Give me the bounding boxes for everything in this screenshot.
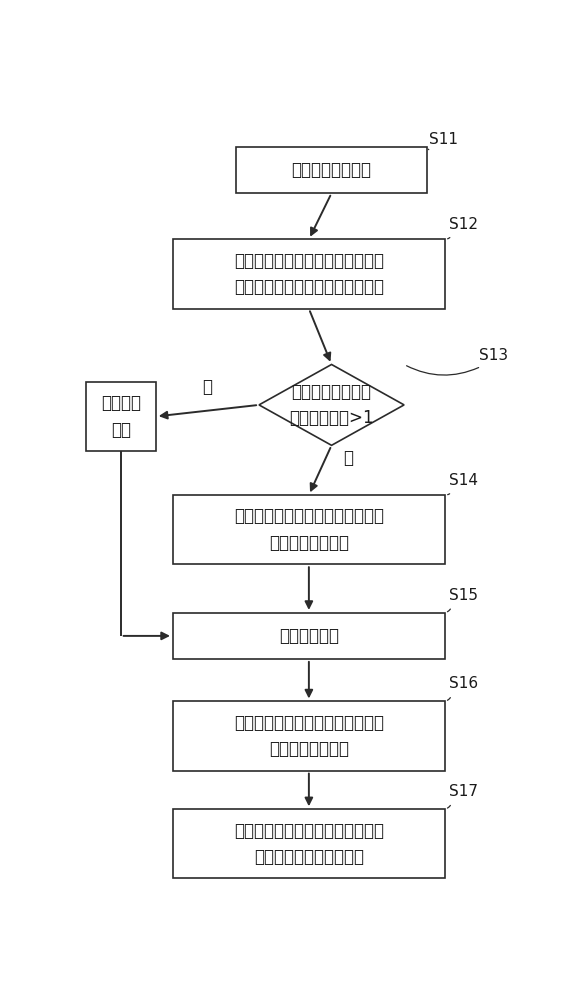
Text: S11: S11 — [429, 132, 458, 147]
Text: 获取巡检场景地图: 获取巡检场景地图 — [291, 161, 371, 179]
Text: S15: S15 — [449, 588, 479, 603]
FancyBboxPatch shape — [173, 613, 445, 659]
Text: S17: S17 — [449, 784, 479, 799]
Text: S14: S14 — [449, 473, 479, 488]
Text: 否: 否 — [202, 378, 212, 396]
Text: 将虚拟地图作为旅行商问题进行求
解，获得最优路线: 将虚拟地图作为旅行商问题进行求 解，获得最优路线 — [234, 714, 384, 758]
Text: 与任一必经点相连
的必经边数量>1: 与任一必经点相连 的必经边数量>1 — [289, 383, 374, 427]
Polygon shape — [259, 364, 404, 445]
Text: S12: S12 — [449, 217, 479, 232]
Text: S16: S16 — [449, 676, 479, 691]
Text: 保留该必
经点: 保留该必 经点 — [101, 394, 141, 439]
Text: 是: 是 — [343, 449, 353, 467]
FancyBboxPatch shape — [85, 382, 156, 451]
Text: 提取巡检场景地图中的必经边两端
的端点作为必经点，形成必经地图: 提取巡检场景地图中的必经边两端 的端点作为必经点，形成必经地图 — [234, 252, 384, 296]
FancyBboxPatch shape — [173, 239, 445, 309]
Text: 形成虚拟地图: 形成虚拟地图 — [279, 627, 339, 645]
FancyBboxPatch shape — [173, 809, 445, 878]
Text: 将最优路线上的虚拟点还原为相应
的必经点，得到必经路径: 将最优路线上的虚拟点还原为相应 的必经点，得到必经路径 — [234, 822, 384, 866]
Text: 为该必经点创建数量等于相连的必
经边数量的虚拟点: 为该必经点创建数量等于相连的必 经边数量的虚拟点 — [234, 507, 384, 552]
FancyBboxPatch shape — [236, 147, 427, 193]
Text: S13: S13 — [479, 348, 508, 363]
FancyBboxPatch shape — [173, 701, 445, 771]
FancyBboxPatch shape — [173, 495, 445, 564]
